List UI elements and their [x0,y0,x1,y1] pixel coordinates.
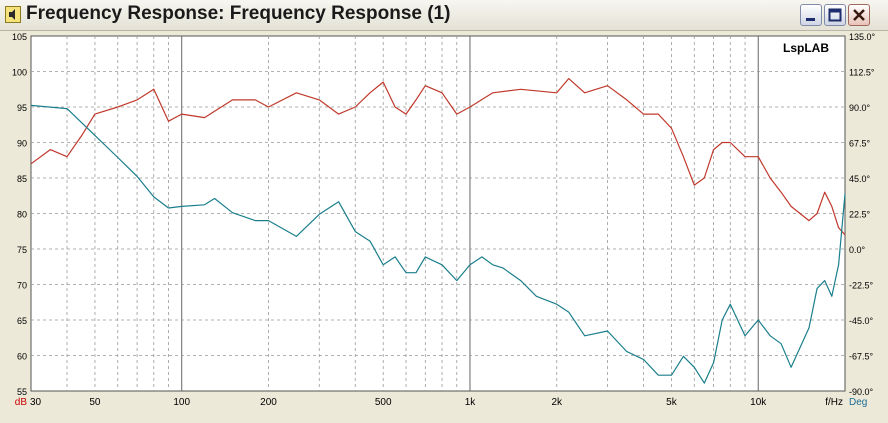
x-tick-label: 5k [666,397,678,408]
y-right-tick-label: -22.5° [849,281,874,291]
watermark-label: LspLAB [783,41,829,55]
y-right-tick-label: 90.0° [849,103,871,113]
x-tick-label: 30 [30,397,42,408]
phase-line [30,104,846,384]
y-left-tick-label: 95 [17,103,27,113]
x-tick-label: 1k [465,397,477,408]
maximize-button[interactable] [824,4,846,26]
y-left-tick-label: 60 [17,352,27,362]
title-bar: Frequency Response: Frequency Response (… [0,0,888,31]
x-tick-label: 100 [173,397,190,408]
y-right-axis-label: Deg [849,397,867,408]
y-left-tick-label: 70 [17,281,27,291]
speaker-icon [5,6,21,23]
y-left-axis-label: dB [15,397,28,408]
y-left-tick-label: 55 [17,387,27,397]
y-right-tick-label: -67.5° [849,352,874,362]
y-left-tick-label: 65 [17,316,27,326]
minimize-icon [806,18,815,21]
frequency-response-chart: LspLAB 55 60 65 70 75 80 85 90 95 100 105 -90.0° -67.… [12,32,876,408]
close-button[interactable] [848,4,870,26]
y-left-tick-label: 100 [12,68,27,78]
x-axis-label: f/Hz [825,397,843,408]
window-title: Frequency Response: Frequency Response (… [26,3,451,24]
close-icon [853,9,865,21]
y-left-tick-label: 75 [17,245,27,255]
y-right-tick-label: 135.0° [849,32,876,42]
y-left-tick-label: 85 [17,174,27,184]
x-tick-label: 2k [551,397,563,408]
y-right-tick-label: 0.0° [849,245,866,255]
y-left-tick-label: 90 [17,139,27,149]
y-right-tick-label: -90.0° [849,387,874,397]
y-right-tick-label: -45.0° [849,316,874,326]
x-tick-label: 200 [260,397,277,408]
y-right-tick-label: 67.5° [849,139,871,149]
chart-panel: LspLAB 55 60 65 70 75 80 85 90 95 100 105 -90.0° -67.… [0,30,888,418]
minimize-button[interactable] [800,4,822,26]
y-right-tick-label: 112.5° [849,68,875,78]
x-tick-label: 10k [750,397,767,408]
y-right-tick-label: 45.0° [849,174,871,184]
y-left-tick-label: 80 [17,210,27,220]
maximize-icon [828,8,842,22]
y-left-tick-label: 105 [12,32,27,42]
y-right-tick-label: 22.5° [849,210,871,220]
magnitude-line [30,77,846,236]
x-tick-label: 500 [375,397,392,408]
x-tick-label: 50 [89,397,101,408]
